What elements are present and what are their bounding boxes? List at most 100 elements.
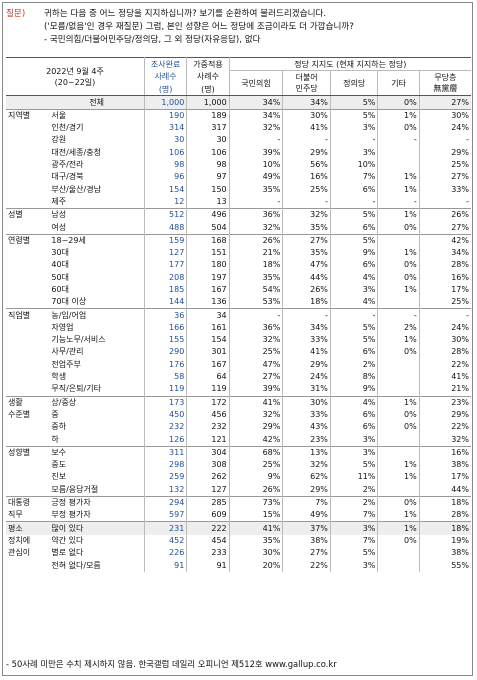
none-value: 41%	[418, 370, 471, 384]
dp-value: 26%	[282, 283, 331, 297]
group-label: 지역별	[6, 108, 50, 122]
cases-weighted: 172	[186, 395, 230, 409]
row-label: 40대	[51, 260, 69, 270]
dp-value: 35%	[282, 246, 331, 260]
cases-surveyed: 190	[143, 108, 187, 122]
question-line-3: - 국민의힘/더불어민주당/정의당, 그 외 정당(자유응답), 없다	[44, 35, 261, 45]
none-value: 22%	[418, 421, 471, 434]
cases-surveyed: 290	[143, 346, 187, 359]
row-label: 전혀 없다/모름	[51, 560, 101, 570]
none-value: 34%	[418, 246, 471, 260]
ppp-value: 26%	[228, 483, 283, 497]
other-value	[377, 296, 420, 309]
none-value: 25%	[418, 158, 471, 172]
group-label: 정치에	[8, 535, 31, 545]
dp-value: 47%	[282, 259, 331, 272]
row-label: 무직/은퇴/기타	[51, 384, 101, 394]
table-row: 직업별 농/임/어업 36 34- - - - -	[6, 308, 471, 322]
table-row: 60대 185 167 54% 26% 3% 1% 17%	[6, 283, 471, 297]
group-label: 생활	[6, 395, 50, 409]
cases-weighted: 98	[186, 158, 230, 172]
header-row-3: (명) (명)	[6, 83, 471, 97]
dp-value: 44%	[282, 271, 331, 284]
dp-header-line-1: 더불어	[295, 73, 318, 83]
other-value: -	[377, 195, 420, 209]
cases-weighted: 317	[186, 121, 230, 135]
group-label	[6, 334, 49, 346]
cases-surveyed: 185	[143, 283, 187, 297]
group-label	[6, 221, 49, 234]
group-label	[6, 296, 49, 309]
cases-weighted: 504	[186, 221, 230, 235]
ppp-value: 29%	[228, 421, 283, 434]
table-row: 모름/응답거절 132 127 26% 29% 2% 44%	[6, 483, 471, 497]
cases-weighted: 34	[186, 308, 230, 322]
document-frame	[2, 2, 473, 676]
cases-weighted: 285	[186, 495, 230, 510]
row-label: 많이 있다	[49, 521, 145, 535]
row-label: 부정 평가자	[51, 510, 91, 520]
group-label	[6, 346, 49, 358]
ppp-value: 47%	[228, 358, 283, 371]
none-value: 18%	[418, 495, 471, 510]
other-value	[377, 547, 420, 560]
justice-value: 6%	[329, 346, 378, 359]
cases-weighted: 232	[186, 421, 230, 434]
cases-weighted: 456	[186, 408, 230, 422]
question-line-2: ('모름/없음'인 경우 재질문) 그럼, 본인 성향은 어느 정당에 조금이라…	[44, 22, 354, 32]
none-value: 27%	[418, 221, 471, 235]
other-value: 1%	[377, 283, 420, 297]
justice-value: 4%	[329, 271, 378, 284]
row-label: 사무/관리	[51, 347, 84, 357]
table-row: 사무/관리 290 301 25% 41% 6% 0% 28%	[6, 346, 471, 359]
cases-weighted: 151	[186, 246, 230, 260]
cases-weighted: 1,000	[186, 95, 230, 110]
dp-value: 13%	[282, 445, 331, 459]
group-label: 관심이	[8, 548, 31, 558]
table-row: 정치에 약간 있다 452 454 35% 38% 7% 0% 19%	[6, 534, 471, 548]
none-header-line-1: 무당층	[434, 73, 457, 83]
dp-value: 29%	[282, 358, 331, 371]
cases-weighted: 13	[186, 195, 230, 209]
none-value: -	[418, 195, 471, 209]
none-value: 38%	[418, 547, 471, 560]
cases-surveyed: 177	[143, 259, 187, 272]
none-value: 42%	[418, 233, 471, 247]
survey-done-header: 조사완료	[143, 57, 187, 71]
row-label: 50대	[51, 272, 69, 282]
none-value: 25%	[418, 296, 471, 309]
justice-value: 7%	[329, 171, 378, 184]
header-row-2: 사례수 사례수 국민의힘 더불어 민주당 정의당 기타 무당층 無黨層	[6, 70, 471, 97]
justice-value: 3%	[329, 445, 378, 459]
other-value: 1%	[377, 509, 420, 522]
cases-weighted: 136	[186, 296, 230, 309]
dp-value: 32%	[282, 459, 331, 472]
row-label: 18~29세	[49, 233, 145, 247]
other-value: 1%	[377, 521, 420, 535]
row-label: 긍정 평가자	[49, 495, 145, 510]
cases-surveyed: 208	[143, 271, 187, 284]
other-header: 기타	[377, 70, 420, 97]
other-value	[377, 445, 420, 459]
ppp-value: 32%	[228, 408, 283, 422]
justice-value: 10%	[329, 158, 378, 172]
table-row: 광주/전라 98 98 10% 56% 10% 25%	[6, 158, 471, 172]
justice-value: 5%	[329, 459, 378, 472]
none-value: 28%	[418, 509, 471, 522]
dp-value: 38%	[282, 534, 331, 548]
ppp-value: -	[228, 195, 283, 209]
ppp-value: 10%	[228, 158, 283, 172]
cases-header-2: 사례수	[186, 70, 230, 84]
dp-value: 34%	[282, 321, 331, 335]
cases-weighted: 222	[186, 521, 230, 535]
other-value	[377, 146, 420, 159]
group-label: 수준별	[8, 409, 31, 419]
dp-value: 43%	[282, 421, 331, 434]
none-value: 27%	[418, 95, 471, 110]
cases-surveyed: 30	[143, 134, 187, 147]
cases-surveyed: 450	[143, 408, 187, 422]
dp-value: 30%	[282, 108, 331, 122]
dp-value: 30%	[282, 395, 331, 409]
other-value: 0%	[377, 495, 420, 510]
none-value: 30%	[418, 108, 471, 122]
